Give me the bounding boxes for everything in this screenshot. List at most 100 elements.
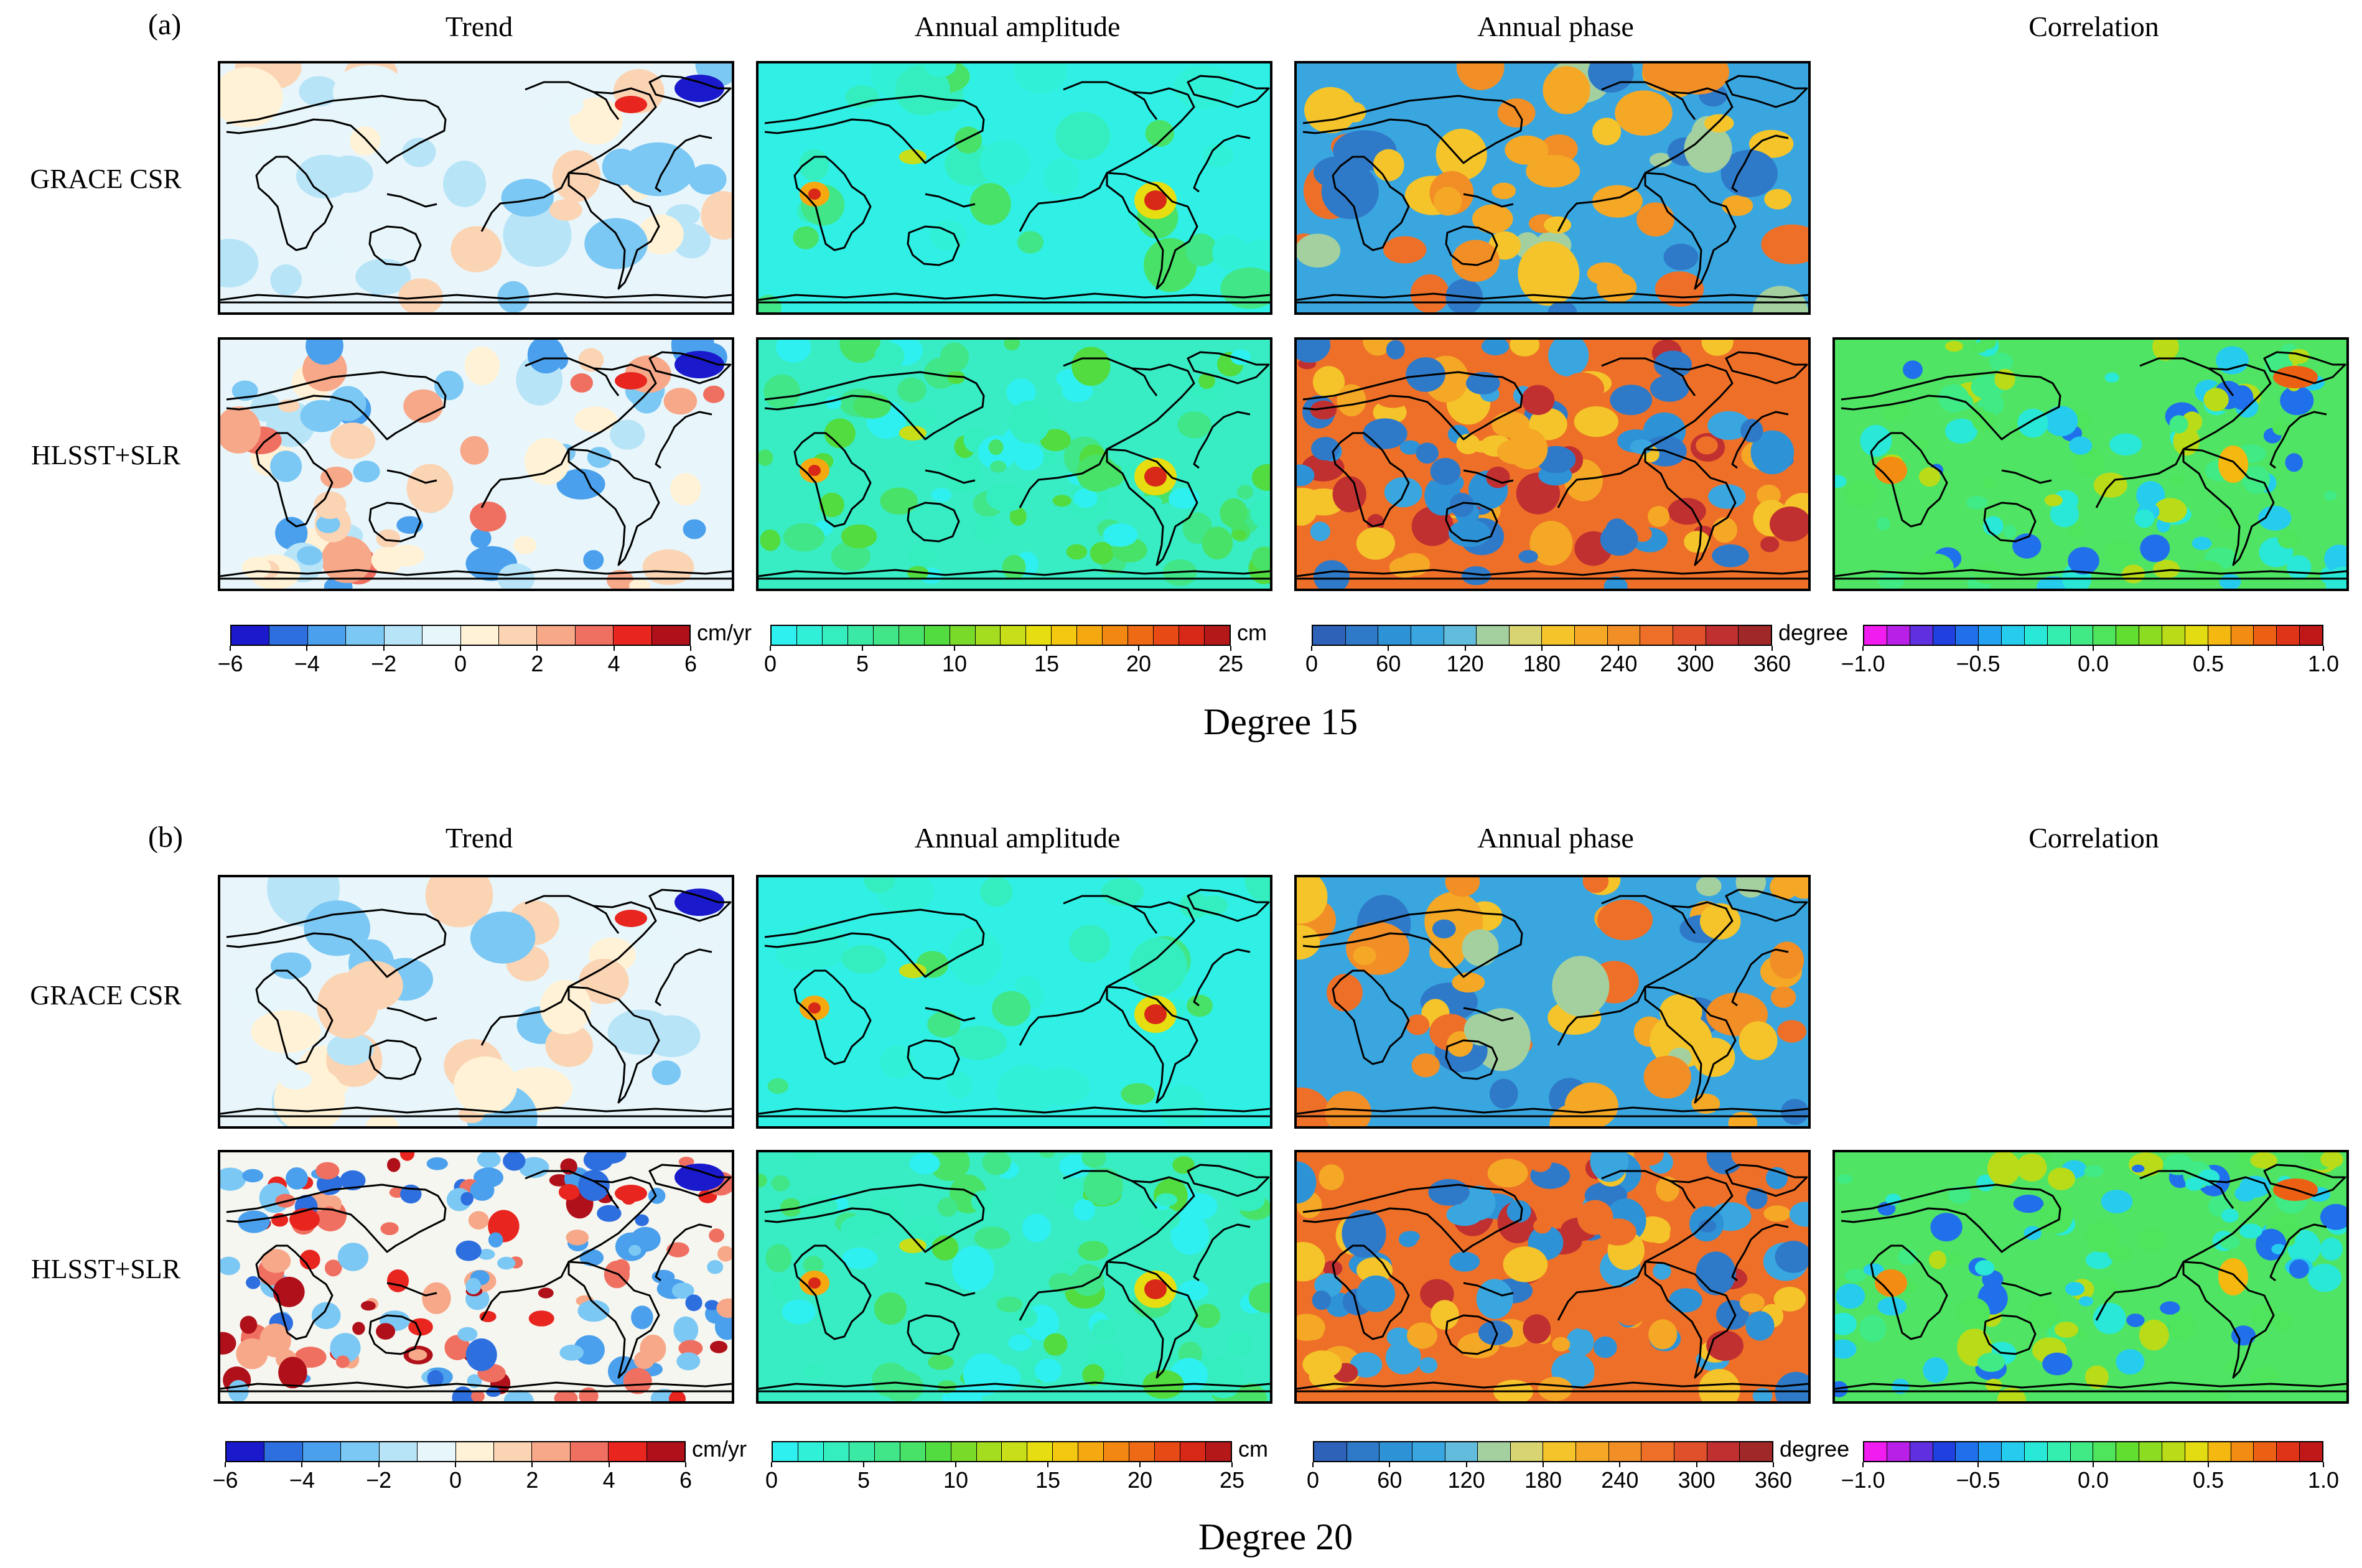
coastline <box>2001 1282 2052 1297</box>
field-blob <box>317 972 378 1039</box>
field-hotspot <box>615 372 647 390</box>
field-blob <box>2250 1152 2277 1169</box>
field-blob <box>2239 1175 2271 1198</box>
coastline <box>1297 292 1808 301</box>
phase-tick-mark <box>1618 646 1620 651</box>
field-blob <box>1141 495 1162 509</box>
field-blob <box>1948 1252 1963 1266</box>
trend-unit-label: cm/yr <box>692 1436 747 1462</box>
field-blob <box>1310 400 1337 420</box>
field-blob <box>1684 124 1732 173</box>
field-blob <box>336 1355 350 1368</box>
correlation-tick-mark <box>2208 646 2209 651</box>
phase-color-swatch <box>1575 626 1608 645</box>
field-hotspot <box>1875 457 1907 484</box>
coastline <box>593 905 620 934</box>
field-blob <box>1301 1325 1324 1340</box>
field-hotspot <box>675 75 724 102</box>
field-blob <box>2027 1298 2059 1330</box>
phase-tick-mark <box>1464 646 1466 651</box>
field-blob <box>321 536 373 583</box>
field-blob <box>479 1310 497 1322</box>
field-blob <box>1761 224 1808 264</box>
field-blob <box>460 436 489 465</box>
correlation-color-swatch <box>2185 626 2208 645</box>
field-blob <box>2054 1322 2078 1338</box>
trend-tick-label: −6 <box>217 651 243 676</box>
field-blob <box>1521 385 1555 415</box>
field-blob <box>909 1152 940 1175</box>
correlation-tick-mark <box>2323 646 2324 651</box>
field-blob <box>1244 877 1270 903</box>
field-blob <box>845 85 879 108</box>
trend-color-swatch <box>231 626 270 645</box>
field-blob <box>1582 877 1609 894</box>
field-blob <box>426 1157 448 1170</box>
phase-tick-label: 300 <box>1676 651 1714 676</box>
amplitude-tick-label: 10 <box>941 651 968 676</box>
amplitude-tick-label: 5 <box>856 651 869 676</box>
field-blob <box>1518 549 1538 563</box>
coastline <box>764 371 985 441</box>
coastline <box>1725 1164 1808 1197</box>
field-blob <box>2101 1190 2133 1214</box>
field-blob <box>470 911 536 964</box>
field-blob <box>1456 63 1505 90</box>
field-blob <box>760 529 781 551</box>
amplitude-color-swatch <box>772 626 797 645</box>
field-blob <box>710 1340 728 1353</box>
trend-color-swatch <box>651 626 690 645</box>
field-blob <box>842 1247 878 1269</box>
correlation-color-swatch <box>2024 626 2048 645</box>
field-blob <box>770 1276 795 1302</box>
field-blob <box>1416 442 1439 464</box>
phase-color-swatch <box>1347 1442 1380 1461</box>
field-blob <box>297 546 323 566</box>
field-blob <box>759 449 773 466</box>
trend-tick-mark <box>225 1462 226 1467</box>
amplitude-color-swatch <box>1129 1442 1155 1461</box>
trend-color-swatch <box>264 1442 303 1461</box>
field-blob <box>2134 509 2155 528</box>
coastline <box>1835 569 2346 577</box>
field-blob <box>1062 379 1093 403</box>
map-trend-hlsst-b <box>218 1150 734 1404</box>
field-blob <box>1042 451 1057 467</box>
amplitude-color-swatch <box>1204 626 1230 645</box>
field-blob <box>864 877 895 894</box>
field-blob <box>1481 340 1510 355</box>
coastline <box>1731 411 1789 469</box>
field-blob <box>1696 436 1718 455</box>
correlation-tick-mark <box>1977 1462 1979 1467</box>
correlation-color-swatch <box>2139 626 2162 645</box>
trend-color-swatch <box>418 1442 456 1461</box>
field-hotspot <box>615 1185 647 1202</box>
field-blob <box>279 1070 312 1090</box>
coastline <box>593 367 620 396</box>
field-blob <box>1649 152 1673 167</box>
trend-tick-mark <box>608 1462 610 1467</box>
coastline <box>925 193 976 208</box>
field-blob <box>465 1338 497 1371</box>
field-blob <box>1663 243 1699 271</box>
coastline <box>1106 986 1198 1104</box>
field-blob <box>2218 513 2239 530</box>
field-blob <box>460 1192 474 1206</box>
field-hotspot <box>1144 190 1167 210</box>
field-blob <box>759 1174 767 1188</box>
correlation-color-swatch <box>2277 1442 2300 1461</box>
trend-color-swatch <box>384 626 423 645</box>
field-blob <box>1739 1021 1778 1060</box>
map-field <box>1297 877 1808 1126</box>
coastline <box>1644 986 1737 1104</box>
coastline <box>255 432 334 528</box>
coastline <box>1983 1314 2037 1355</box>
amplitude-tick-mark <box>770 646 771 651</box>
field-blob <box>1597 899 1653 941</box>
field-blob <box>1463 1014 1499 1046</box>
trend-tick-mark <box>383 646 385 651</box>
coastline <box>793 1244 872 1340</box>
field-blob <box>1179 1280 1209 1301</box>
field-blob <box>406 464 454 513</box>
field-blob <box>251 1010 321 1053</box>
